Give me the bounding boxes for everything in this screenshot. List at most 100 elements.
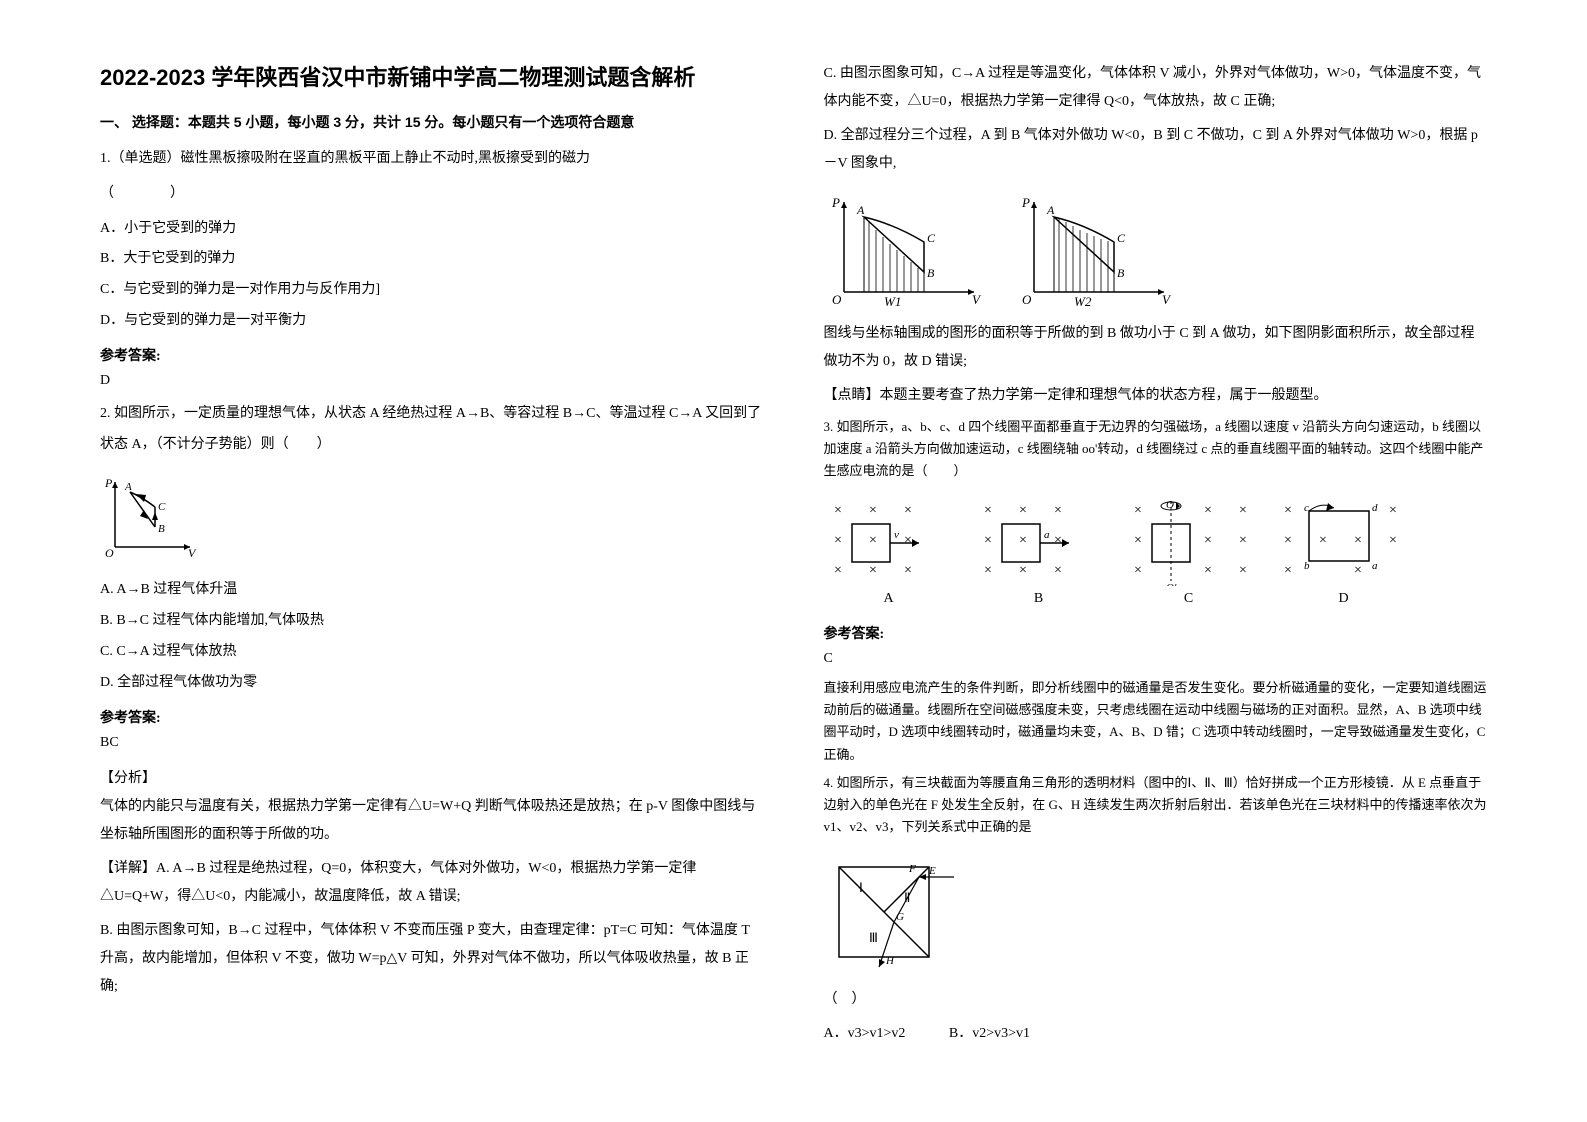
q2-detailA: 【详解】A. A→B 过程是绝热过程，Q=0，体积变大，气体对外做功，W<0，根…	[100, 855, 764, 911]
svg-text:×: ×	[869, 503, 877, 518]
q2-stem: 2. 如图所示，一定质量的理想气体，从状态 A 经绝热过程 A→B、等容过程 B…	[100, 399, 764, 461]
svg-text:×: ×	[1019, 533, 1027, 548]
svg-text:×: ×	[1284, 563, 1292, 578]
point-c: C	[158, 501, 166, 513]
q2-answer-label: 参考答案:	[100, 707, 764, 727]
q3-answer: C	[824, 651, 1488, 667]
svg-text:×: ×	[1319, 533, 1327, 548]
svg-text:×: ×	[1354, 563, 1362, 578]
point-a: A	[124, 481, 132, 493]
svg-text:×: ×	[1134, 503, 1142, 518]
svg-text:W1: W1	[884, 294, 901, 309]
q2-optB: B. B→C 过程气体内能增加,气体吸热	[100, 606, 764, 637]
svg-text:×: ×	[834, 503, 842, 518]
svg-text:O': O'	[1166, 582, 1177, 586]
q2-optA: A. A→B 过程气体升温	[100, 575, 764, 606]
svg-text:A: A	[856, 203, 865, 217]
axis-o-label: O	[105, 546, 114, 560]
q1-stem: 1.（单选题）磁性黑板擦吸附在竖直的黑板平面上静止不动时,黑板擦受到的磁力	[100, 144, 764, 175]
q4-options: A．v3>v1>v2 B．v2>v3>v1	[824, 1020, 1488, 1048]
svg-text:A: A	[1046, 203, 1055, 217]
q2-answer: BC	[100, 735, 764, 751]
svg-text:B: B	[927, 266, 935, 280]
svg-text:×: ×	[904, 503, 912, 518]
svg-text:V: V	[972, 292, 982, 307]
q4-optB: B．v2>v3>v1	[949, 1026, 1030, 1041]
svg-text:×: ×	[1204, 533, 1212, 548]
q4-optA: A．v3>v1>v2	[824, 1026, 906, 1041]
svg-text:b: b	[1304, 560, 1310, 572]
svg-text:×: ×	[984, 533, 992, 548]
svg-text:G: G	[896, 911, 904, 923]
q4-paren: （ ）	[824, 985, 1488, 1016]
q2-optD: D. 全部过程气体做功为零	[100, 668, 764, 699]
svg-text:v: v	[894, 529, 899, 541]
svg-text:Ⅲ: Ⅲ	[869, 930, 878, 945]
q1-optC: C．与它受到的弹力是一对作用力与反作用力]	[100, 275, 764, 306]
q2-diagram-row: P O V A B C W1 P O V	[824, 192, 1488, 312]
svg-text:×: ×	[1134, 533, 1142, 548]
q1-answer-label: 参考答案:	[100, 345, 764, 365]
svg-text:×: ×	[904, 563, 912, 578]
svg-text:O: O	[1166, 499, 1174, 511]
pv-w2-diagram: P O V A B C W2	[1014, 192, 1174, 312]
q3-answer-label: 参考答案:	[824, 623, 1488, 643]
svg-text:×: ×	[984, 563, 992, 578]
coil-a: ××× ××× ××× v A	[824, 496, 954, 607]
point-b: B	[158, 523, 165, 535]
svg-text:c: c	[1304, 502, 1309, 514]
q1-optD: D．与它受到的弹力是一对平衡力	[100, 306, 764, 337]
q4-prism-diagram: Ⅰ Ⅱ Ⅲ E F G H	[824, 852, 1488, 977]
svg-text:P: P	[1021, 195, 1030, 210]
svg-text:×: ×	[984, 503, 992, 518]
svg-text:×: ×	[1239, 503, 1247, 518]
q2-analysis-label: 【分析】	[100, 767, 764, 787]
svg-text:×: ×	[834, 563, 842, 578]
svg-text:B: B	[1117, 266, 1125, 280]
left-column: 2022-2023 学年陕西省汉中市新铺中学高二物理测试题含解析 一、 选择题：…	[100, 60, 764, 1062]
svg-text:×: ×	[904, 533, 912, 548]
coil-c-label: C	[1124, 591, 1254, 607]
svg-text:F: F	[908, 863, 916, 875]
q2-detailB: B. 由图示图象可知，B→C 过程中，气体体积 V 不变而压强 P 变大，由查理…	[100, 917, 764, 1001]
right-column: C. 由图示图象可知，C→A 过程是等温变化，气体体积 V 减小，外界对气体做功…	[824, 60, 1488, 1062]
svg-text:d: d	[1372, 502, 1378, 514]
svg-text:C: C	[927, 231, 936, 245]
svg-text:C: C	[1117, 231, 1126, 245]
svg-text:×: ×	[1054, 563, 1062, 578]
q1-paren: （ ）	[100, 179, 764, 210]
q1-optB: B．大于它受到的弹力	[100, 244, 764, 275]
q2-detailC: C. 由图示图象可知，C→A 过程是等温变化，气体体积 V 减小，外界对气体做功…	[824, 60, 1488, 116]
coil-b-label: B	[974, 591, 1104, 607]
svg-text:O: O	[1022, 292, 1032, 307]
svg-text:×: ×	[1389, 533, 1397, 548]
coil-d: ×× ×××× ×× c d b a D	[1274, 496, 1414, 607]
svg-text:×: ×	[834, 533, 842, 548]
svg-text:×: ×	[1019, 503, 1027, 518]
svg-text:×: ×	[1054, 533, 1062, 548]
svg-text:P: P	[831, 195, 840, 210]
coil-c: ××× ××× ××× O O' C	[1124, 496, 1254, 607]
svg-text:×: ×	[869, 533, 877, 548]
q2-point: 【点睛】本题主要考查了热力学第一定律和理想气体的状态方程，属于一般题型。	[824, 382, 1488, 410]
svg-text:H: H	[885, 955, 895, 967]
coil-a-label: A	[824, 591, 954, 607]
svg-text:E: E	[928, 865, 936, 877]
svg-text:×: ×	[1284, 533, 1292, 548]
svg-text:×: ×	[1204, 503, 1212, 518]
q1-answer: D	[100, 373, 764, 389]
svg-text:×: ×	[1204, 563, 1212, 578]
svg-text:×: ×	[1054, 503, 1062, 518]
q3-stem: 3. 如图所示，a、b、c、d 四个线圈平面都垂直于无边界的匀强磁场，a 线圈以…	[824, 416, 1488, 482]
q3-coil-row: × × × × × × × × × v A × × × × × × × × ×	[824, 496, 1488, 607]
svg-text:a: a	[1372, 560, 1378, 572]
svg-text:×: ×	[1389, 503, 1397, 518]
q3-explanation: 直接利用感应电流产生的条件判断，即分析线圈中的磁通量是否发生变化。要分析磁通量的…	[824, 677, 1488, 765]
q2-detailD: D. 全部过程分三个过程，A 到 B 气体对外做功 W<0，B 到 C 不做功，…	[824, 122, 1488, 178]
section-header: 一、 选择题：本题共 5 小题，每小题 3 分，共计 15 分。每小题只有一个选…	[100, 112, 764, 132]
svg-text:Ⅰ: Ⅰ	[859, 880, 863, 895]
q4-stem: 4. 如图所示，有三块截面为等腰直角三角形的透明材料（图中的Ⅰ、Ⅱ、Ⅲ）恰好拼成…	[824, 772, 1488, 838]
pv-w1-diagram: P O V A B C W1	[824, 192, 984, 312]
axis-v-label: V	[188, 546, 197, 560]
q1-optA: A．小于它受到的弹力	[100, 214, 764, 245]
